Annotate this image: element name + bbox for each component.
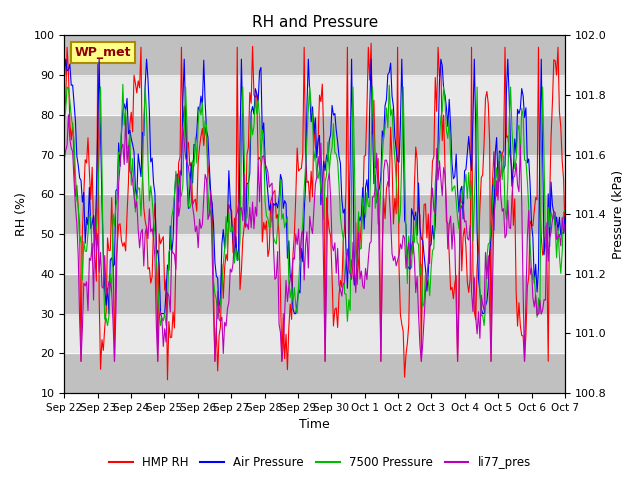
Text: WP_met: WP_met	[74, 46, 131, 59]
li77_pres	[125, 143, 132, 148]
Bar	[64, 36, 565, 75]
HMP RH	[561, 227, 569, 233]
7500 Pressure	[237, 140, 245, 145]
Air Pressure	[105, 311, 113, 316]
7500 Pressure	[119, 82, 127, 87]
HMP RH	[211, 359, 219, 364]
Bar	[64, 194, 565, 234]
HMP RH	[367, 40, 375, 46]
Line: 7500 Pressure: 7500 Pressure	[64, 84, 565, 325]
li77_pres	[77, 359, 85, 364]
Air Pressure	[237, 56, 245, 62]
li77_pres	[536, 297, 544, 303]
Bar	[64, 313, 565, 353]
Bar	[64, 75, 565, 115]
HMP RH	[164, 377, 172, 383]
li77_pres	[282, 277, 290, 283]
Air Pressure	[212, 273, 220, 279]
7500 Pressure	[282, 219, 290, 225]
li77_pres	[229, 261, 237, 266]
Air Pressure	[60, 77, 68, 83]
HMP RH	[122, 248, 129, 254]
X-axis label: Time: Time	[300, 419, 330, 432]
7500 Pressure	[561, 207, 569, 213]
Line: Air Pressure: Air Pressure	[64, 59, 565, 313]
Line: li77_pres: li77_pres	[64, 115, 565, 361]
Air Pressure	[282, 201, 290, 206]
7500 Pressure	[536, 311, 544, 317]
Line: HMP RH: HMP RH	[64, 43, 565, 380]
7500 Pressure	[125, 146, 132, 152]
7500 Pressure	[229, 223, 237, 229]
HMP RH	[228, 208, 236, 214]
li77_pres	[212, 326, 220, 332]
li77_pres	[60, 156, 68, 162]
Air Pressure	[536, 141, 544, 147]
Air Pressure	[125, 131, 132, 137]
Y-axis label: Pressure (kPa): Pressure (kPa)	[612, 169, 625, 259]
Title: RH and Pressure: RH and Pressure	[252, 15, 378, 30]
Bar	[64, 353, 565, 393]
HMP RH	[60, 108, 68, 114]
li77_pres	[561, 222, 569, 228]
Air Pressure	[62, 56, 70, 62]
7500 Pressure	[212, 297, 220, 302]
HMP RH	[281, 356, 289, 361]
li77_pres	[237, 205, 245, 211]
HMP RH	[536, 201, 544, 207]
HMP RH	[236, 287, 244, 292]
li77_pres	[65, 112, 72, 118]
7500 Pressure	[104, 323, 111, 328]
Legend: HMP RH, Air Pressure, 7500 Pressure, li77_pres: HMP RH, Air Pressure, 7500 Pressure, li7…	[104, 452, 536, 474]
Air Pressure	[561, 214, 569, 220]
7500 Pressure	[60, 119, 68, 125]
Bar	[64, 115, 565, 155]
Bar	[64, 155, 565, 194]
Bar	[64, 234, 565, 274]
Air Pressure	[229, 236, 237, 242]
Bar	[64, 274, 565, 313]
Y-axis label: RH (%): RH (%)	[15, 192, 28, 236]
